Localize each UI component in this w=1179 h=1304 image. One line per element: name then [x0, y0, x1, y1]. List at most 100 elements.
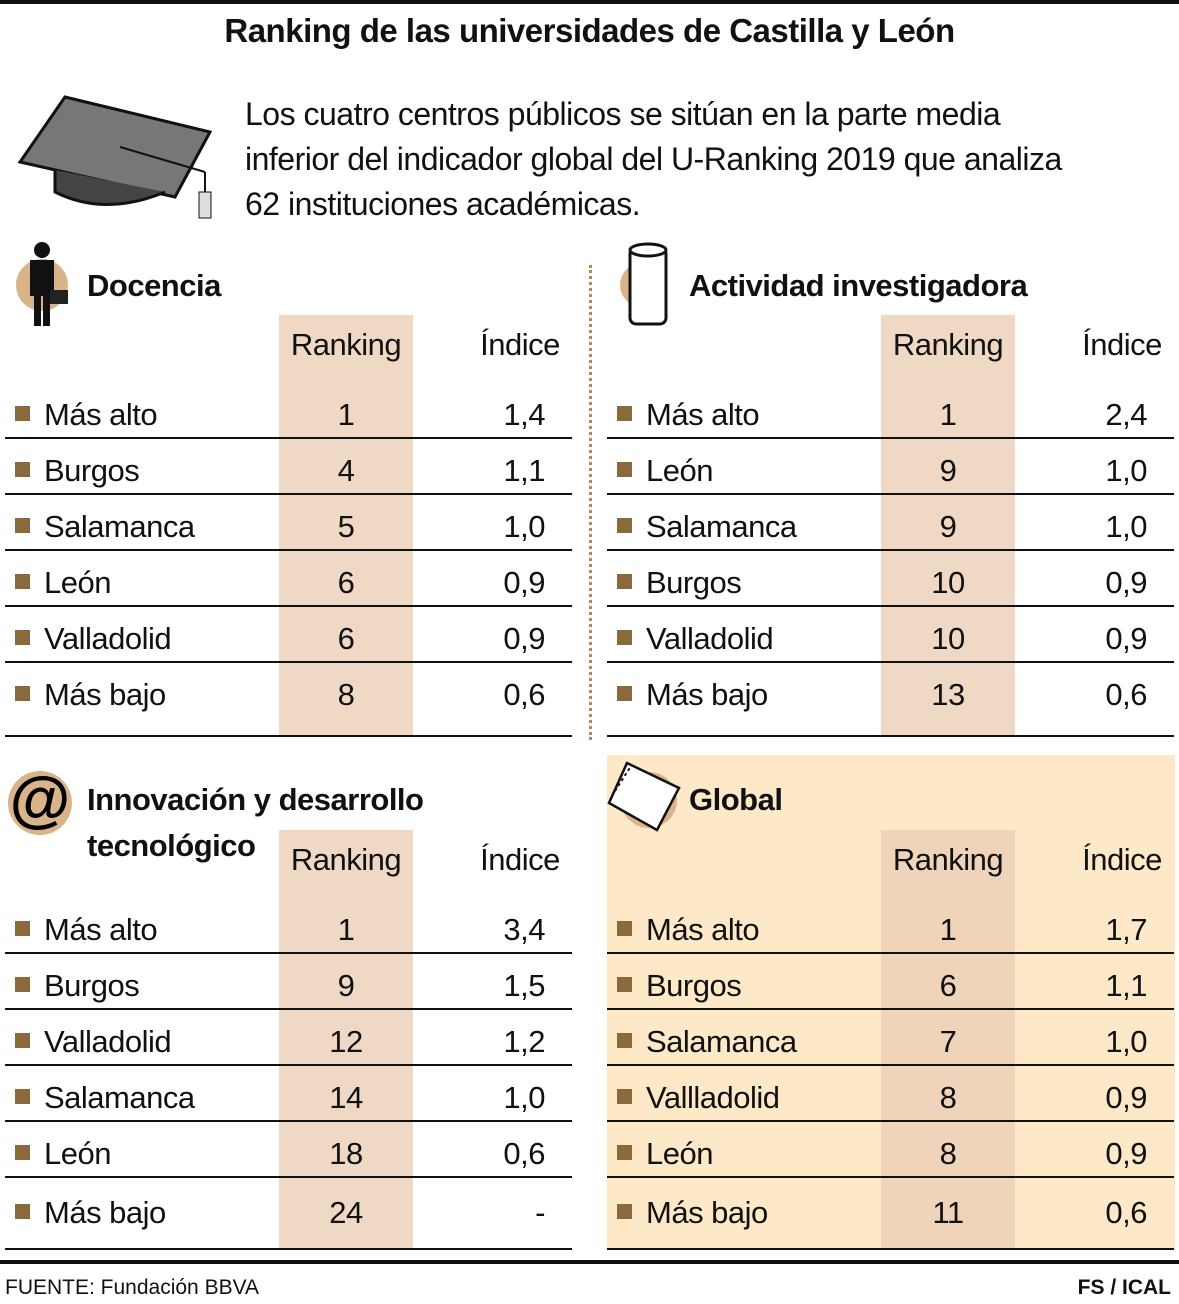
row-label: Más bajo: [646, 1195, 768, 1230]
row-label: Valladolid: [44, 621, 172, 656]
bottom-rule: [0, 1260, 1179, 1264]
notebook-icon: [607, 761, 681, 832]
ranking: 1: [939, 397, 957, 432]
index: 0,6: [1105, 677, 1147, 712]
bullet: [617, 574, 632, 589]
ranking-band: [881, 315, 1015, 737]
ranking-band: [881, 830, 1015, 1250]
cap-icon: [17, 95, 213, 219]
bullet: [617, 686, 632, 701]
ranking: 14: [329, 1080, 363, 1115]
row-label: Burgos: [646, 565, 742, 600]
bullet: [15, 921, 30, 936]
ranking: 8: [939, 1136, 957, 1171]
column-header: Ranking: [290, 842, 402, 877]
row-label: Más alto: [44, 912, 158, 947]
bullet: [15, 406, 30, 421]
bullet: [15, 574, 30, 589]
bullet: [15, 518, 30, 533]
section-title: Docencia: [87, 268, 221, 303]
ranking: 9: [939, 509, 957, 544]
row-rule: [607, 1176, 1174, 1178]
row-label: Más alto: [646, 397, 760, 432]
bullet: [617, 1145, 632, 1160]
index: 0,6: [503, 677, 545, 712]
row-rule: [607, 952, 1174, 954]
bullet: [15, 1033, 30, 1048]
row-rule: [607, 549, 1174, 551]
row-label: León: [646, 1136, 713, 1171]
row-rule: [5, 1176, 572, 1178]
row-rule: [607, 735, 1174, 737]
ranking-band: [279, 315, 413, 737]
row-label: Salamanca: [44, 509, 195, 544]
ranking: 1: [939, 912, 957, 947]
index: 1,1: [1105, 968, 1147, 1003]
column-header: Índice: [480, 327, 560, 362]
bullet: [15, 1204, 30, 1219]
row-label: Más bajo: [44, 1195, 166, 1230]
intro: Los cuatro centros públicos se sitúan en…: [245, 96, 1062, 222]
index: 1,7: [1105, 912, 1147, 947]
ranking: 6: [337, 565, 355, 600]
row-label: Vallladolid: [646, 1080, 780, 1115]
divider: [589, 265, 592, 740]
ranking: 1: [337, 397, 355, 432]
row-rule: [5, 1008, 572, 1010]
index: 0,6: [503, 1136, 545, 1171]
row-rule: [5, 437, 572, 439]
bullet: [617, 462, 632, 477]
at-icon: @: [8, 768, 72, 835]
bullet: [617, 1204, 632, 1219]
teacher-icon: [16, 242, 68, 326]
row-rule: [607, 1248, 1174, 1250]
bullet: [15, 686, 30, 701]
ranking: 10: [931, 621, 965, 656]
row-label: Más alto: [44, 397, 158, 432]
index: 1,2: [503, 1024, 545, 1059]
ranking: 24: [329, 1195, 363, 1230]
row-rule: [5, 952, 572, 954]
bullet: [15, 462, 30, 477]
row-rule: [607, 493, 1174, 495]
row-label: Salamanca: [44, 1080, 195, 1115]
index: 0,6: [1105, 1195, 1147, 1230]
row-label: Salamanca: [646, 1024, 797, 1059]
bullet: [15, 1089, 30, 1104]
ranking: 8: [337, 677, 355, 712]
row-rule: [5, 1120, 572, 1122]
ranking: 13: [931, 677, 965, 712]
index: 1,1: [503, 453, 545, 488]
top-rule: [0, 0, 1179, 4]
row-label: Valladolid: [44, 1024, 172, 1059]
ranking: 18: [329, 1136, 363, 1171]
row-rule: [5, 735, 572, 737]
index: 0,9: [1105, 565, 1147, 600]
ranking: 11: [932, 1195, 964, 1230]
row-rule: [5, 493, 572, 495]
row-label: Salamanca: [646, 509, 797, 544]
bullet: [15, 630, 30, 645]
section-title: Innovación y desarrollo tecnológico: [87, 782, 424, 863]
index: 1,5: [503, 968, 545, 1003]
index: 2,4: [1105, 397, 1147, 432]
row-rule: [607, 1008, 1174, 1010]
column-header: Índice: [480, 842, 560, 877]
row-label: Más bajo: [44, 677, 166, 712]
bullet: [617, 1089, 632, 1104]
row-rule: [607, 605, 1174, 607]
row-rule: [607, 1120, 1174, 1122]
row-label: Más bajo: [646, 677, 768, 712]
row-label: Burgos: [44, 968, 140, 1003]
ranking: 12: [329, 1024, 363, 1059]
row-label: Valladolid: [646, 621, 774, 656]
row-label: Burgos: [44, 453, 140, 488]
ranking: 1: [337, 912, 355, 947]
row-rule: [5, 605, 572, 607]
svg-text:@: @: [10, 768, 70, 834]
bullet: [617, 1033, 632, 1048]
ranking: 4: [337, 453, 355, 488]
index: 0,9: [1105, 1136, 1147, 1171]
row-label: León: [44, 1136, 111, 1171]
